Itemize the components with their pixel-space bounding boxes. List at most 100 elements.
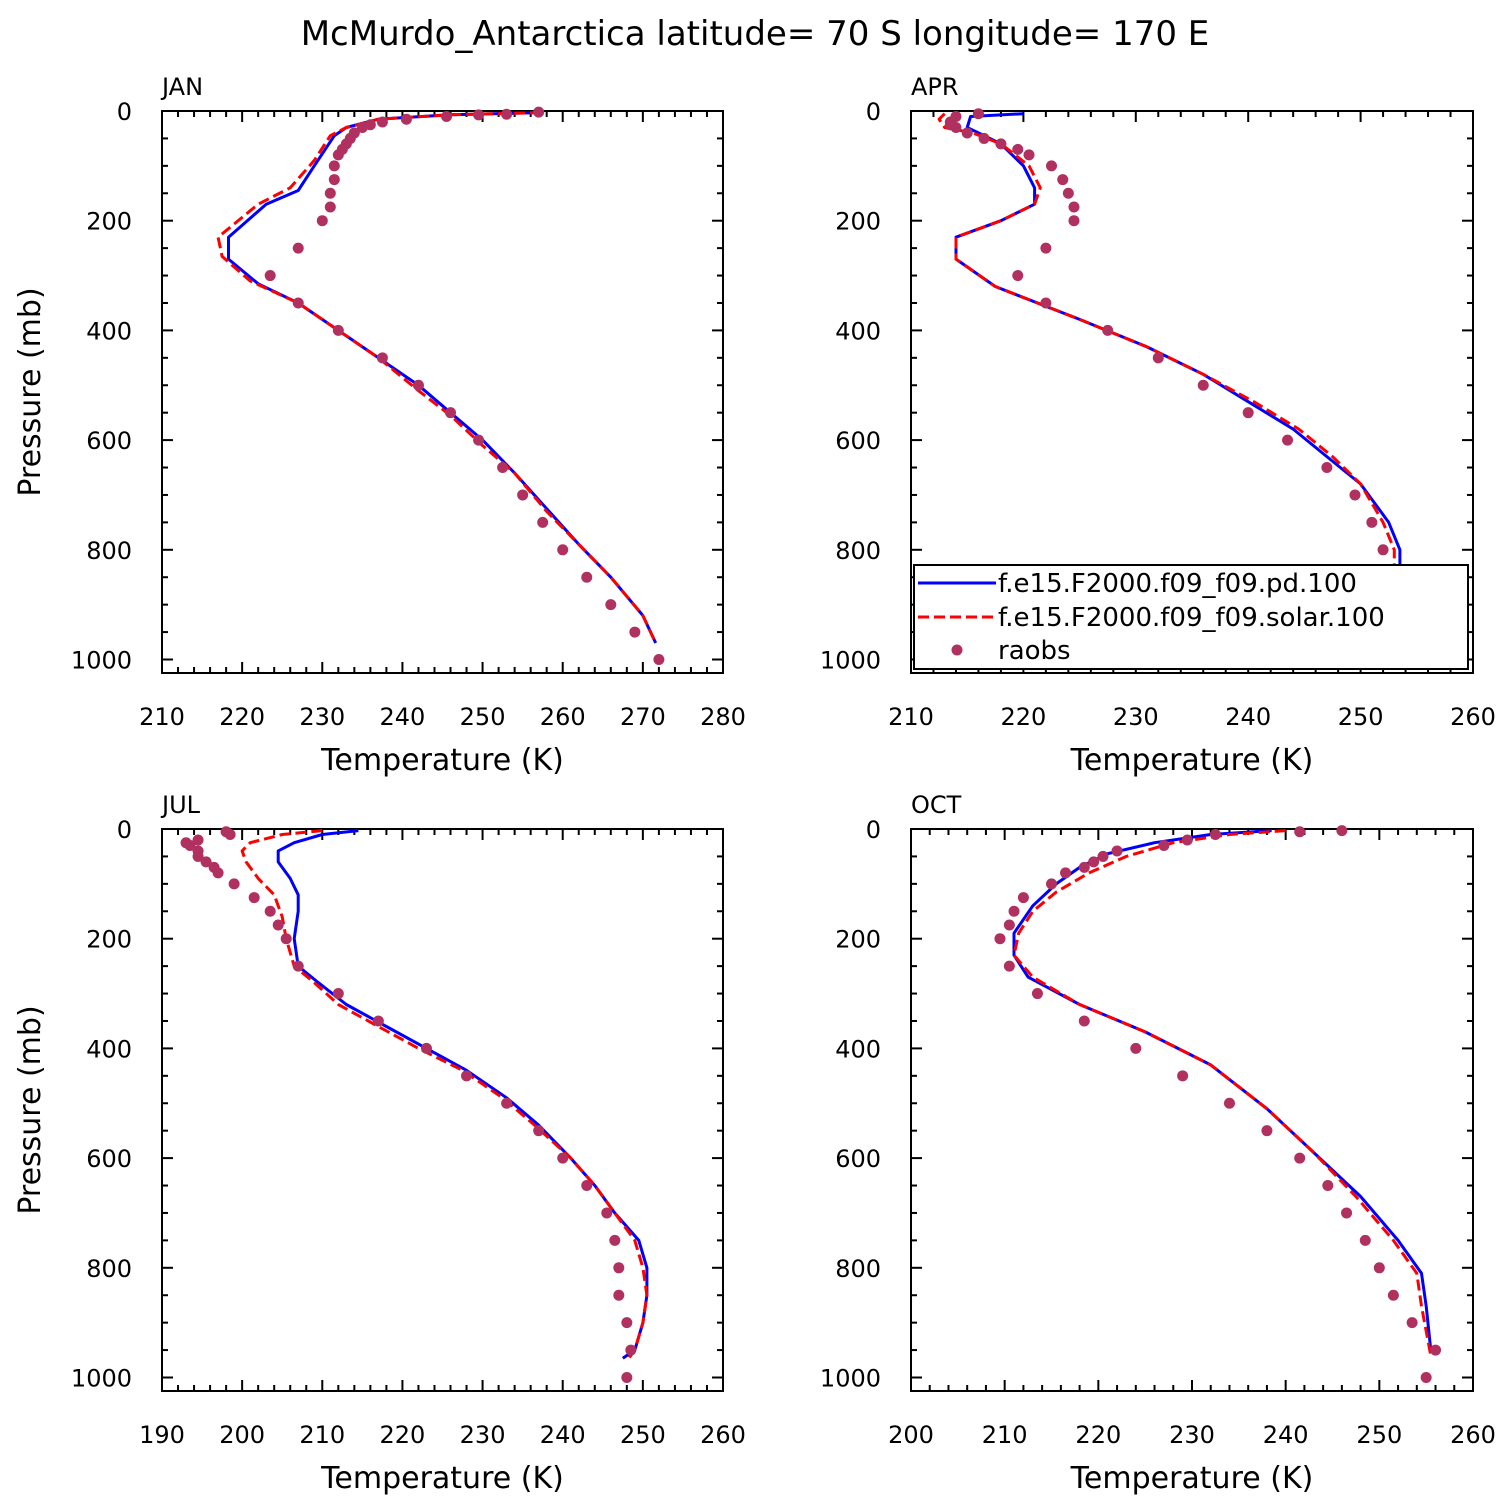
raobs-point [280,933,292,945]
x-tick-label: 250 [1338,703,1384,731]
raobs-point [1040,297,1052,309]
y-tick-label: 400 [86,1035,132,1063]
raobs-point [581,1180,593,1192]
raobs-point [1366,516,1378,528]
y-tick-label: 0 [117,98,132,126]
raobs-point [264,270,276,282]
raobs-point [1336,825,1348,837]
x-axis-label: Temperature (K) [1070,743,1314,778]
y-tick-label: 400 [835,1035,881,1063]
raobs-point [1017,892,1029,904]
raobs-point [1012,143,1024,155]
x-tick-label: 220 [219,703,265,731]
figure-title: McMurdo_Antarctica latitude= 70 S longit… [301,14,1210,54]
series-pd-line [276,829,649,1360]
y-tick-label: 600 [835,427,881,455]
y-tick-label: 0 [866,816,881,844]
raobs-point [264,905,276,917]
y-tick-label: 400 [835,317,881,345]
x-tick-label: 240 [540,1421,586,1449]
x-tick-label: 240 [1225,703,1271,731]
raobs-point [461,1070,473,1082]
raobs-point [184,839,196,851]
raobs-point [533,1125,545,1137]
raobs-point [372,1015,384,1027]
raobs-point [613,1289,625,1301]
raobs-point [1177,1070,1189,1082]
raobs-point [228,878,240,890]
raobs-point [376,352,388,364]
plot-frame [161,828,724,1392]
series-pd-line [1012,829,1433,1351]
raobs-point [609,1234,621,1246]
raobs-point [200,856,212,868]
raobs-point [1322,1180,1334,1192]
x-axis-label: Temperature (K) [320,1461,564,1496]
raobs-point [1152,352,1164,364]
raobs-point [332,988,344,1000]
y-tick-label: 600 [86,427,132,455]
y-tick-label: 800 [86,537,132,565]
raobs-point [328,174,340,186]
legend: f.e15.F2000.f09_f09.pd.100 f.e15.F2000.f0… [913,564,1469,670]
x-tick-label: 240 [1263,1421,1309,1449]
raobs-point [1242,407,1254,419]
raobs-point [1406,1317,1418,1329]
raobs-point [961,127,973,139]
raobs-point [1181,834,1193,846]
x-tick-label: 230 [460,1421,506,1449]
raobs-point [332,324,344,336]
x-tick-label: 260 [1450,703,1496,731]
raobs-point [473,434,485,446]
y-tick-label: 600 [835,1145,881,1173]
raobs-point [224,828,236,840]
series-raobs [180,826,637,1383]
panel-label: OCT [911,791,962,819]
raobs-point [328,160,340,172]
y-tick-label: 800 [86,1255,132,1283]
raobs-point [1349,489,1361,501]
raobs-point [497,462,509,474]
raobs-point [1430,1344,1442,1356]
raobs-point [537,516,549,528]
series-solar-line [937,112,1430,639]
plot-frame [161,110,724,674]
raobs-point [1088,856,1100,868]
series-solar-line [216,111,658,644]
raobs-point [1046,878,1057,890]
panel-label: JAN [160,73,203,101]
x-tick-label: 250 [460,703,506,731]
raobs-point [324,201,336,213]
raobs-point [613,1262,625,1274]
raobs-point [1321,462,1333,474]
raobs-point [605,599,617,611]
raobs-point [1341,1207,1353,1219]
x-tick-label: 250 [620,1421,666,1449]
legend-entry: f.e15.F2000.f09_f09.pd.100 [998,569,1357,599]
series-pd-line [954,112,1430,639]
x-tick-label: 210 [139,703,185,731]
raobs-point [1294,1152,1306,1164]
y-tick-label: 1000 [71,1365,132,1393]
raobs-point [1068,215,1080,227]
y-axis-label: Pressure (mb) [13,1005,48,1214]
x-tick-label: 230 [1113,703,1159,731]
y-tick-label: 200 [835,926,881,954]
x-tick-label: 260 [700,1421,746,1449]
x-tick-label: 270 [620,703,666,731]
x-tick-label: 220 [1000,703,1046,731]
raobs-point [356,121,368,133]
series-solar-line [1012,829,1433,1356]
raobs-point [445,407,457,419]
raobs-point [324,187,336,199]
raobs-point [272,919,284,931]
legend-entry: raobs [998,636,1071,666]
y-tick-label: 1000 [820,647,881,675]
raobs-point [995,138,1007,150]
series-raobs [944,108,1440,665]
raobs-point [1003,960,1015,972]
raobs-point [1031,988,1043,1000]
x-tick-label: 230 [1169,1421,1215,1449]
legend-entry: f.e15.F2000.f09_f09.solar.100 [998,603,1385,633]
raobs-point [1359,1234,1371,1246]
